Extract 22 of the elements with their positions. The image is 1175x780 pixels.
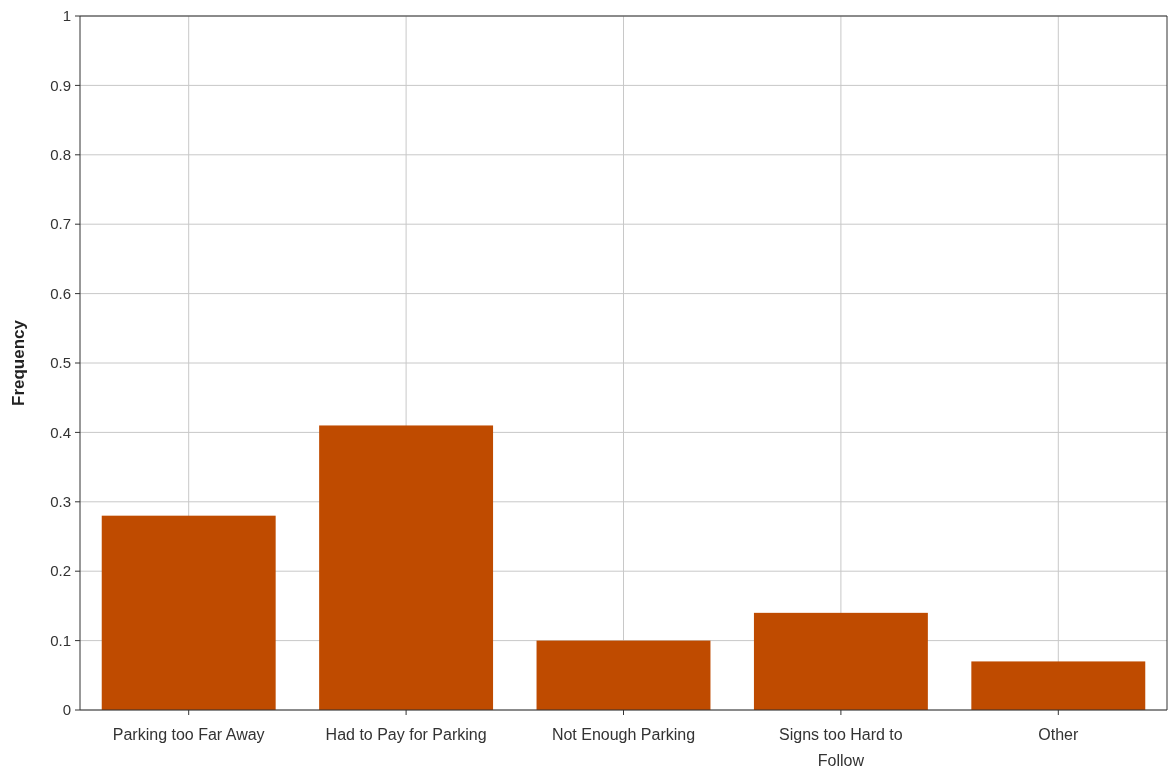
- x-tick-label: Parking too Far Away: [112, 726, 265, 743]
- y-tick-label: 0.8: [50, 146, 71, 164]
- y-tick-label: 0.5: [50, 354, 71, 372]
- y-tick-label: 0.6: [50, 284, 71, 302]
- x-tick-label: Signs too Hard to Follow: [779, 726, 903, 769]
- y-tick-label: 1: [62, 7, 71, 25]
- y-tick-label: 0.4: [50, 423, 71, 441]
- bar: [319, 425, 494, 710]
- bar: [101, 515, 276, 710]
- y-tick-label: 0: [62, 701, 71, 719]
- bar: [536, 640, 711, 710]
- bar: [971, 661, 1146, 710]
- y-tick-label: 0.1: [50, 631, 71, 649]
- x-tick-label: Had to Pay for Parking: [325, 726, 487, 743]
- y-axis-title: Frequency: [9, 319, 28, 406]
- y-tick-label: 0.3: [50, 493, 71, 511]
- y-tick-label: 0.9: [50, 76, 71, 94]
- y-tick-label: 0.2: [50, 562, 71, 580]
- bar: [753, 612, 928, 710]
- y-tick-label: 0.7: [50, 215, 71, 233]
- x-tick-label: Other: [1038, 726, 1079, 743]
- x-tick-label: Not Enough Parking: [551, 726, 696, 743]
